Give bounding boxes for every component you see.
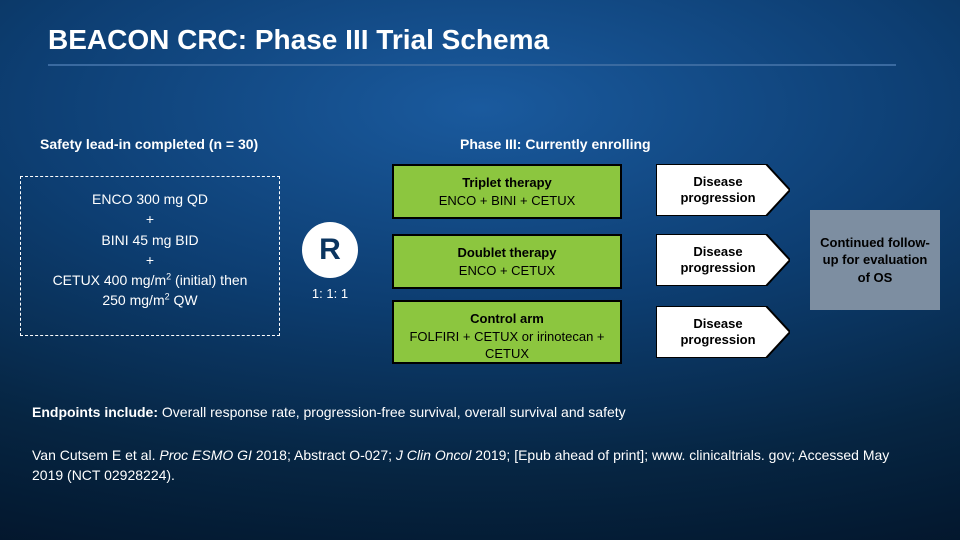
leadin-box: ENCO 300 mg QD + BINI 45 mg BID + CETUX … xyxy=(20,176,280,336)
arm-title: Control arm xyxy=(470,311,544,326)
reference-text: Van Cutsem E et al. Proc ESMO GI 2018; A… xyxy=(32,446,920,485)
arm-triplet: Triplet therapy ENCO + BINI + CETUX xyxy=(392,164,622,219)
leadin-line3b: 250 mg/m xyxy=(102,292,164,308)
arm-title: Doublet therapy xyxy=(458,245,557,260)
randomize-ratio: 1: 1: 1 xyxy=(302,286,358,301)
leadin-line3a-tail: (initial) then xyxy=(171,272,247,288)
arm-doublet: Doublet therapy ENCO + CETUX xyxy=(392,234,622,289)
leadin-line1: ENCO 300 mg QD xyxy=(92,191,208,207)
followup-box: Continued follow-up for evaluation of OS xyxy=(810,210,940,310)
leadin-line4: 250 mg/m2 QW xyxy=(102,292,197,308)
leadin-line2: BINI 45 mg BID xyxy=(101,232,198,248)
randomize-circle: R xyxy=(302,222,358,278)
arm-sub: ENCO + BINI + CETUX xyxy=(402,192,612,210)
ref-mid1: 2018; Abstract O-027; xyxy=(252,447,396,463)
leadin-plus: + xyxy=(146,252,154,268)
endpoints-bold: Endpoints include: xyxy=(32,404,158,420)
ref-em2: J Clin Oncol xyxy=(396,447,471,463)
disease-progression-2: Disease progression xyxy=(656,234,790,286)
arm-sub: FOLFIRI + CETUX or irinotecan + CETUX xyxy=(402,328,612,363)
endpoints-rest: Overall response rate, progression-free … xyxy=(158,404,626,420)
phase-iii-label: Phase III: Currently enrolling xyxy=(460,136,651,152)
dp-label: Disease progression xyxy=(656,174,790,205)
leadin-line3b-tail: QW xyxy=(170,292,198,308)
dp-label: Disease progression xyxy=(656,244,790,275)
disease-progression-1: Disease progression xyxy=(656,164,790,216)
arm-sub: ENCO + CETUX xyxy=(402,262,612,280)
title-rule xyxy=(48,64,896,66)
dp-label: Disease progression xyxy=(656,316,790,347)
leadin-line3a: CETUX 400 mg/m xyxy=(53,272,167,288)
leadin-line3: CETUX 400 mg/m2 (initial) then xyxy=(53,272,248,288)
leadin-plus: + xyxy=(146,211,154,227)
safety-leadin-label: Safety lead-in completed (n = 30) xyxy=(40,136,258,152)
endpoints-text: Endpoints include: Overall response rate… xyxy=(32,404,920,420)
arm-control: Control arm FOLFIRI + CETUX or irinoteca… xyxy=(392,300,622,364)
ref-pre: Van Cutsem E et al. xyxy=(32,447,159,463)
slide-title: BEACON CRC: Phase III Trial Schema xyxy=(48,24,549,56)
disease-progression-3: Disease progression xyxy=(656,306,790,358)
ref-em1: Proc ESMO GI xyxy=(159,447,252,463)
arm-title: Triplet therapy xyxy=(462,175,552,190)
